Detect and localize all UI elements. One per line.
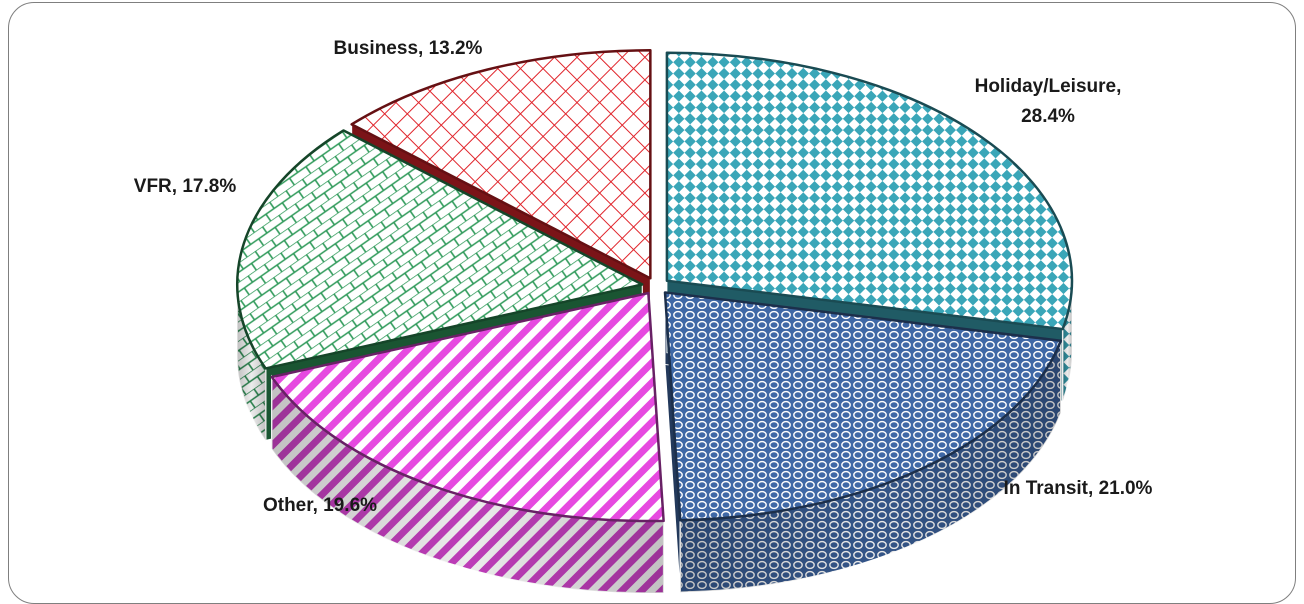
slice-in-transit — [663, 291, 1063, 522]
label-holiday-leisure-line2: 28.4% — [1021, 106, 1075, 127]
slice-vfr — [236, 129, 644, 370]
slice-side-shade-other — [271, 376, 664, 594]
label-vfr: VFR, 17.8% — [134, 176, 237, 197]
label-holiday-leisure-line1: Holiday/Leisure, — [975, 76, 1122, 97]
slice-other — [270, 291, 665, 523]
slice-side-shade-in-transit — [680, 340, 1061, 593]
label-other: Other, 19.6% — [263, 495, 377, 516]
slice-business — [350, 49, 652, 280]
pie-tops — [236, 49, 1074, 523]
slice-side-shade-vfr — [237, 284, 266, 441]
label-in-transit: In Transit, 21.0% — [1004, 478, 1153, 499]
label-business: Business, 13.2% — [334, 38, 483, 59]
slice-holiday-leisure — [665, 51, 1074, 331]
